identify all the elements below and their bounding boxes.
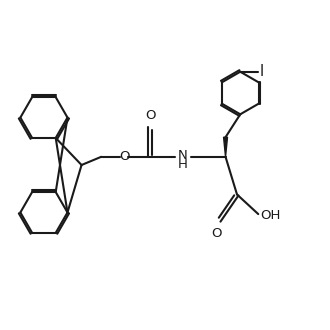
Text: O: O: [211, 226, 222, 240]
Text: H: H: [178, 157, 188, 171]
Polygon shape: [223, 137, 227, 157]
Text: O: O: [145, 109, 155, 122]
Text: I: I: [260, 64, 264, 79]
Text: OH: OH: [260, 209, 280, 222]
Text: O: O: [119, 150, 129, 163]
Text: N: N: [178, 149, 188, 162]
